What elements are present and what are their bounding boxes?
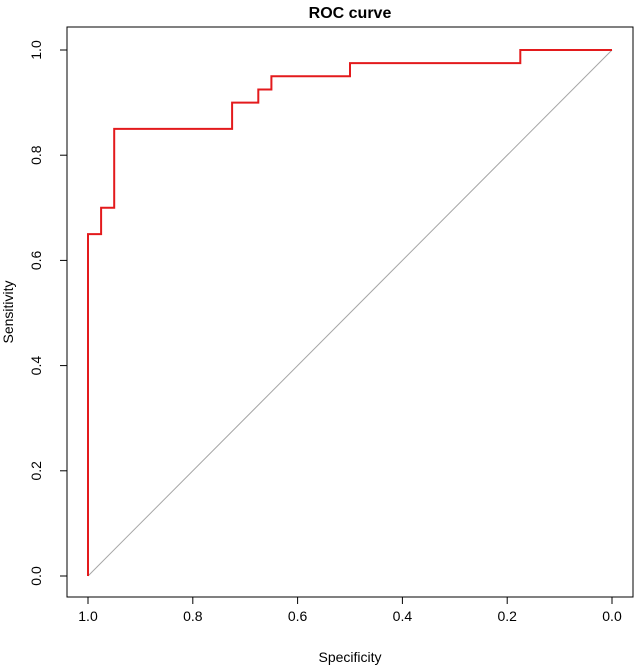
y-tick-label: 0.6 xyxy=(28,250,44,270)
y-tick-label: 0.2 xyxy=(28,461,44,481)
x-tick-label: 1.0 xyxy=(78,608,98,624)
x-axis: 1.0 0.8 0.6 0.4 0.2 0.0 xyxy=(78,597,622,624)
roc-curve-line xyxy=(87,49,612,576)
y-tick-label: 0.0 xyxy=(28,566,44,586)
y-axis-title: Sensitivity xyxy=(0,280,16,343)
y-tick-label: 0.4 xyxy=(28,356,44,376)
x-tick-label: 0.0 xyxy=(602,608,622,624)
x-tick-label: 0.8 xyxy=(183,608,203,624)
plot-area xyxy=(66,26,634,598)
x-axis-title: Specificity xyxy=(318,649,381,665)
x-tick-label: 0.4 xyxy=(393,608,413,624)
chart-title: ROC curve xyxy=(309,5,392,22)
plot-frame xyxy=(66,26,634,598)
y-axis: 0.0 0.2 0.4 0.6 0.8 1.0 xyxy=(28,40,67,586)
reference-diagonal-line xyxy=(87,49,613,577)
y-tick-label: 0.8 xyxy=(28,145,44,165)
x-tick-label: 0.2 xyxy=(497,608,517,624)
y-tick-label: 1.0 xyxy=(28,40,44,60)
x-tick-label: 0.6 xyxy=(288,608,308,624)
